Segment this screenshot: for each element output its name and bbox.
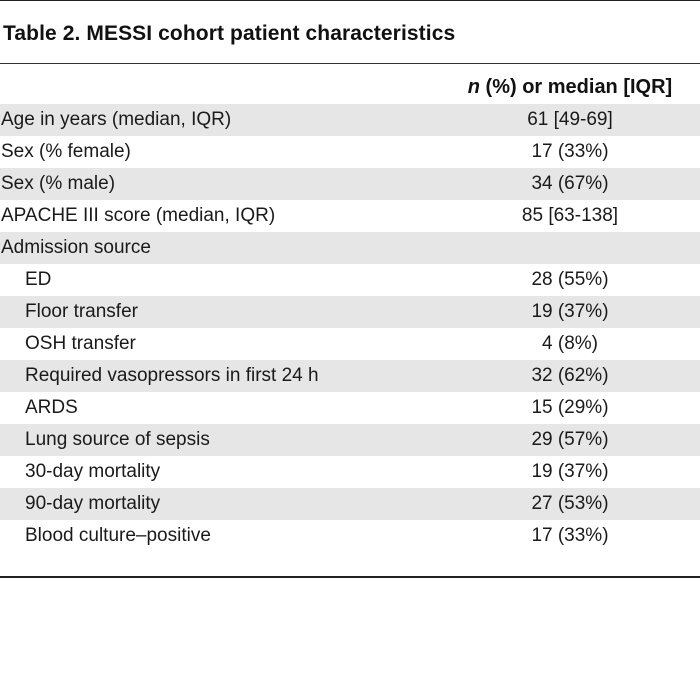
header-rule <box>0 63 700 64</box>
column-header-text: (%) or median [IQR] <box>479 76 673 98</box>
row-value: 28 (55%) <box>531 269 609 290</box>
row-value: 29 (57%) <box>531 429 609 450</box>
row-label: Lung source of sepsis <box>25 429 210 450</box>
table-row: Required vasopressors in first 24 h 32 (6… <box>0 360 700 392</box>
row-label: Age in years (median, IQR) <box>1 109 232 130</box>
table-row: Admission source <box>0 232 700 264</box>
table-row: 90-day mortality 27 (53%) <box>0 488 700 520</box>
row-label: ED <box>25 269 52 290</box>
row-label: 30-day mortality <box>25 461 161 482</box>
table-row: 30-day mortality 19 (37%) <box>0 456 700 488</box>
row-value: 19 (37%) <box>531 461 609 482</box>
row-value: 15 (29%) <box>531 397 609 418</box>
row-label: 90-day mortality <box>25 493 161 514</box>
table-row: Lung source of sepsis 29 (57%) <box>0 424 700 456</box>
row-value: 32 (62%) <box>531 365 609 386</box>
row-label: Required vasopressors in first 24 h <box>25 365 319 386</box>
row-label: Blood culture–positive <box>25 525 211 546</box>
row-value: 17 (33%) <box>531 525 609 546</box>
row-label: Floor transfer <box>25 301 138 322</box>
table-row: APACHE III score (median, IQR) 85 [63-138… <box>0 200 700 232</box>
row-value: 19 (37%) <box>531 301 609 322</box>
table-row: OSH transfer 4 (8%) <box>0 328 700 360</box>
top-rule <box>0 0 700 1</box>
table-row: Age in years (median, IQR) 61 [49-69] <box>0 104 700 136</box>
row-label: OSH transfer <box>25 333 136 354</box>
table-row: Blood culture–positive 17 (33%) <box>0 520 700 552</box>
table-row: Sex (% male) 34 (67%) <box>0 168 700 200</box>
n-symbol: n <box>467 76 480 98</box>
table-body: Age in years (median, IQR) 61 [49-69] Sex … <box>0 104 700 552</box>
row-label: ARDS <box>25 397 78 418</box>
column-header: n (%) or median [IQR] <box>440 76 700 99</box>
table-row: ARDS 15 (29%) <box>0 392 700 424</box>
row-value: 17 (33%) <box>531 141 609 162</box>
row-label: Admission source <box>1 237 151 258</box>
table-title: Table 2. MESSI cohort patient characteri… <box>3 22 456 45</box>
row-value: 61 [49-69] <box>527 109 613 130</box>
row-value: 85 [63-138] <box>521 205 619 226</box>
row-label: APACHE III score (median, IQR) <box>1 205 276 226</box>
bottom-rule <box>0 576 700 578</box>
row-label: Sex (% female) <box>1 141 131 162</box>
row-value: 27 (53%) <box>531 493 609 514</box>
table-row: Sex (% female) 17 (33%) <box>0 136 700 168</box>
table-row: ED 28 (55%) <box>0 264 700 296</box>
row-label: Sex (% male) <box>1 173 116 194</box>
table-row: Floor transfer 19 (37%) <box>0 296 700 328</box>
row-value: 4 (8%) <box>542 333 598 354</box>
row-value <box>440 232 700 264</box>
row-value: 34 (67%) <box>531 173 609 194</box>
